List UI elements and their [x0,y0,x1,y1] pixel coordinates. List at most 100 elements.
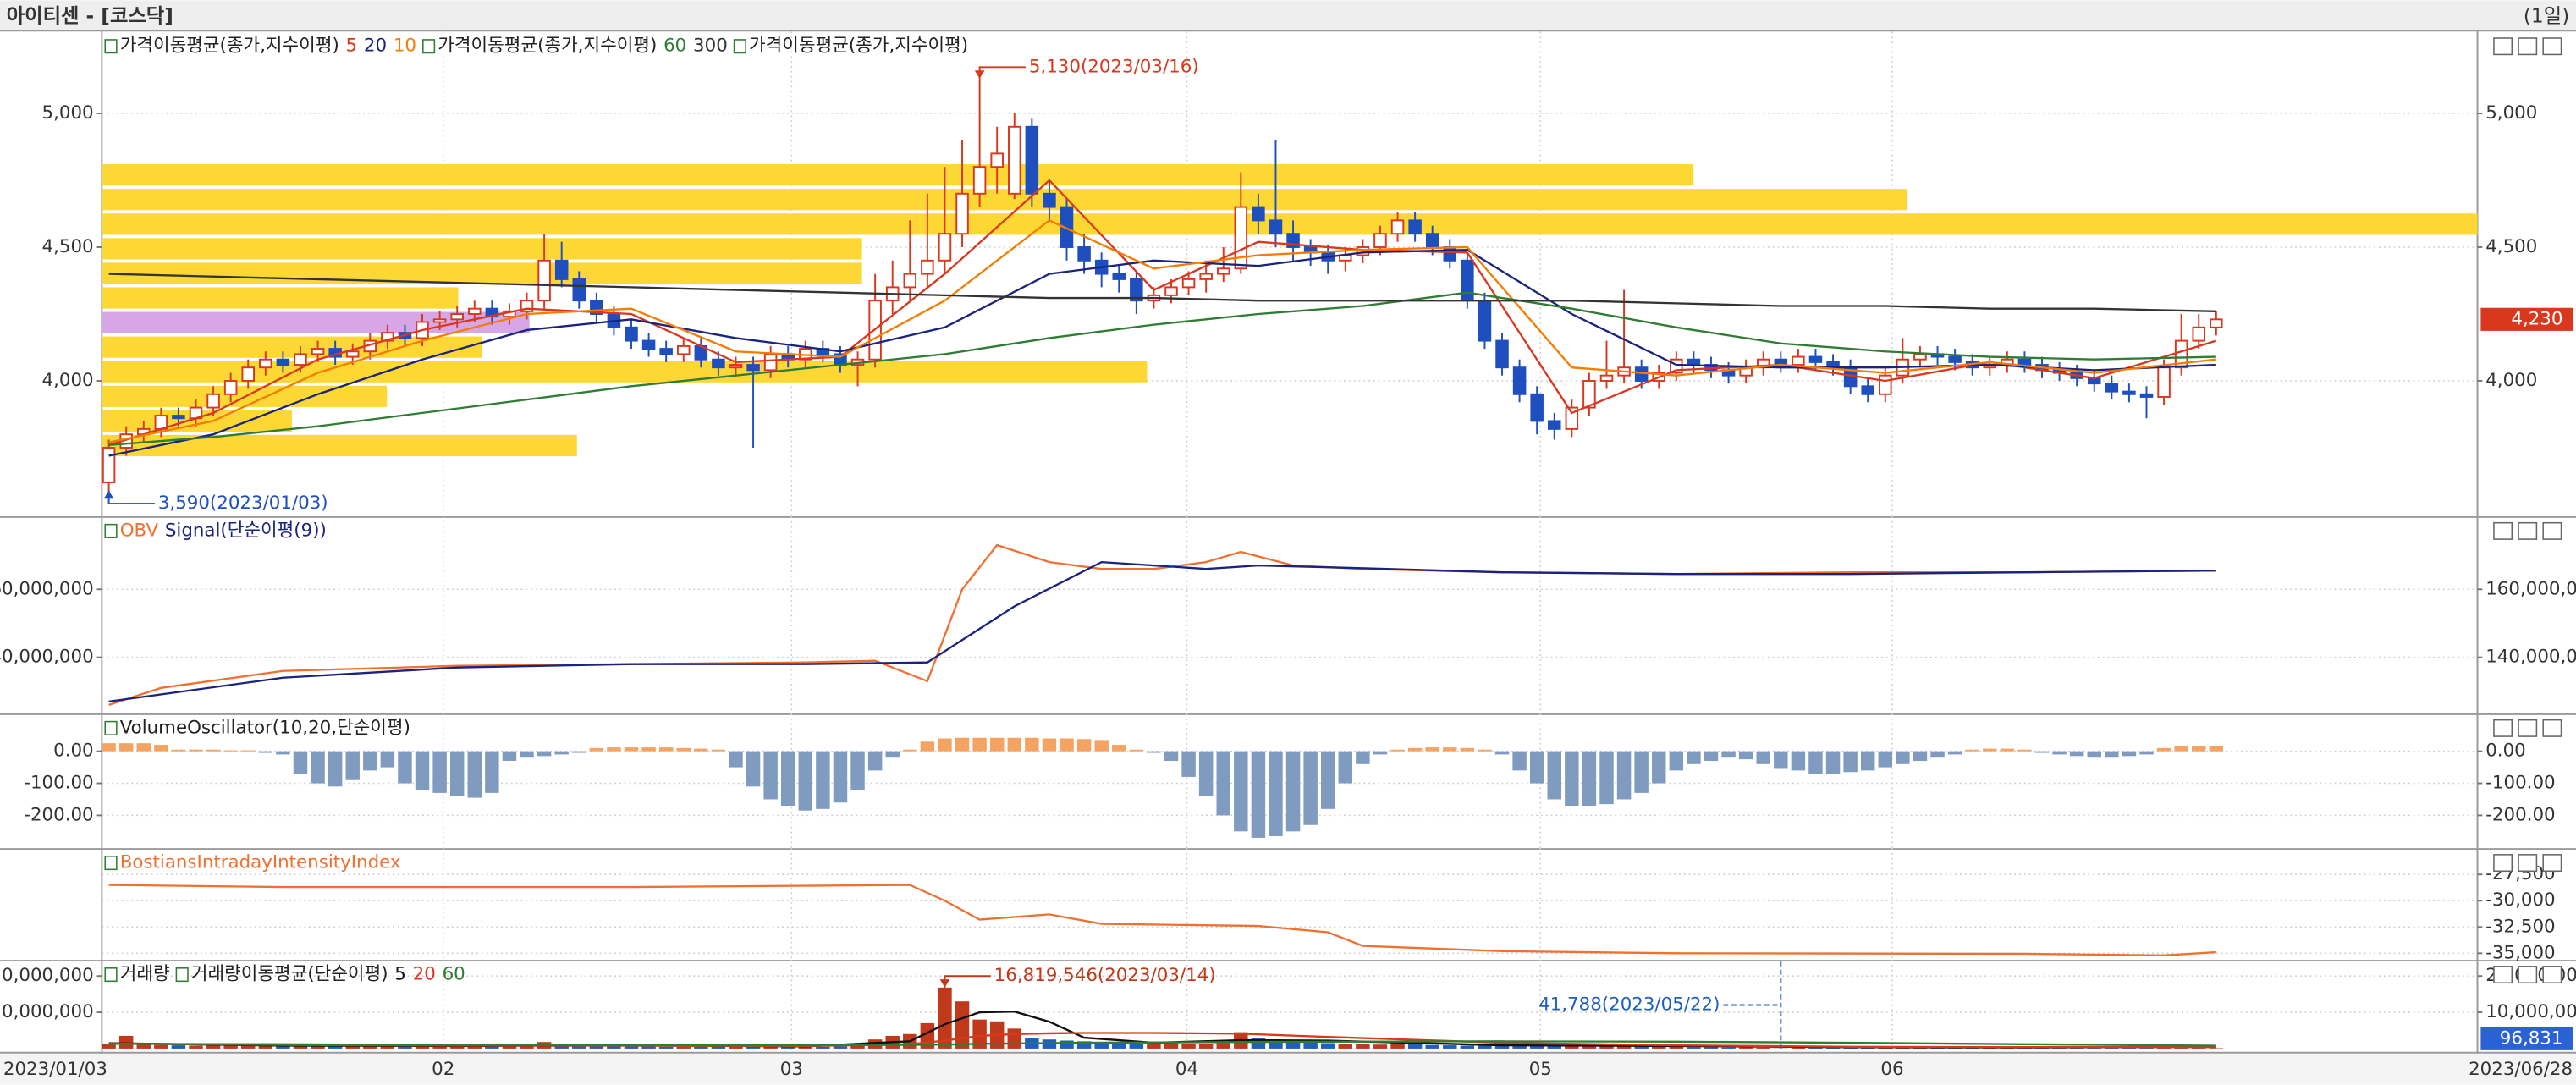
panel-button[interactable] [2542,521,2562,540]
bar [1808,751,1823,774]
panel-button[interactable] [2518,966,2538,984]
bar [1669,1046,1684,1049]
panel-button[interactable] [2518,719,2538,737]
bar [589,1045,604,1049]
bar [1669,751,1684,771]
candle-body [921,259,934,275]
y-tick-label: 0.00 [53,741,94,762]
candle-body [1461,259,1474,302]
bar [641,1046,656,1049]
candle-body [1077,246,1091,262]
bar [624,747,639,752]
bar [1164,1043,1179,1049]
candle-body [1443,246,1457,262]
bar [641,747,656,752]
candle-body [1599,374,1614,382]
x-tick-label: 06 [1880,1059,1903,1080]
candle-body [259,358,272,369]
panel-button[interactable] [2542,854,2562,873]
bar [467,1046,482,1049]
bar [1582,1045,1597,1049]
candle-body [1408,219,1422,235]
bar [2034,751,2050,753]
panel-button[interactable] [2493,966,2513,984]
y-tick-label: -200.00 [24,804,93,825]
bar [1181,1043,1196,1049]
panel-button[interactable] [2493,854,2513,873]
legend-checkbox[interactable] [104,967,118,983]
legend-entry: 60 [443,964,465,985]
bar [1076,1041,1092,1049]
bar [380,1046,395,1049]
panel-button[interactable] [2493,37,2513,56]
x-tick-label: 05 [1529,1059,1552,1080]
bar [1390,749,1405,752]
bar [1547,751,1561,800]
candle-body [311,348,325,355]
bar [1129,1043,1144,1049]
moving-average [108,291,2216,447]
legend-entry: 300 [693,36,728,57]
moving-average [108,273,2216,313]
date-bar [0,1053,2576,1085]
volume-profile-bar [102,434,577,457]
legend-checkbox[interactable] [175,967,189,983]
bar [1198,751,1214,796]
legend-checkbox[interactable] [422,39,436,54]
legend-checkbox[interactable] [733,39,746,54]
legend-entry: VolumeOscillator(10,20,단순이평) [120,717,410,738]
bar [1285,1041,1301,1049]
panel-button[interactable] [2518,521,2538,540]
bar [171,749,186,752]
panel-button[interactable] [2493,521,2513,540]
legend-entry: 가격이동평균(종가,지수이평) [120,36,339,57]
panel-button[interactable] [2542,719,2562,737]
panel-button[interactable] [2542,966,2562,984]
bar [746,751,761,787]
panel-button[interactable] [2518,37,2538,56]
bar [1756,751,1770,764]
panel-button[interactable] [2518,854,2538,873]
bar [345,751,360,780]
y-tick-label: -30,000 [2485,889,2555,911]
bar [1825,1047,1841,1049]
legend-checkbox[interactable] [104,720,118,735]
bar [1181,751,1196,777]
candle-body [1130,278,1143,302]
legend-entry: 60 [663,36,686,57]
legend-checkbox[interactable] [104,856,118,871]
volume-profile-bar [102,189,1907,211]
bar [1652,751,1666,784]
bar [1129,749,1144,752]
candle-body [938,233,952,262]
panel-button[interactable] [2542,37,2562,56]
candle-body [2210,318,2223,328]
candle-body [1425,233,1439,248]
bar [293,751,308,774]
bar [502,1045,517,1049]
bar [816,1046,830,1049]
bar [449,751,465,796]
legend-checkbox[interactable] [104,39,118,54]
bar [1687,1047,1701,1049]
legend-checkbox[interactable] [104,523,118,538]
annotation-arrow [939,979,950,988]
candle-body [1530,393,1544,422]
bar [955,1001,970,1049]
bar [485,751,499,793]
y-tick-label: 160,000,000 [0,578,94,599]
bar [938,987,952,1049]
annotation-label: 16,819,546(2023/03/14) [994,965,1216,986]
bar [729,1046,743,1049]
bar [1147,751,1161,753]
candle-body [2017,358,2032,366]
bar [589,747,604,752]
bar [1808,1047,1823,1049]
legend-entry: 거래량 [120,964,170,985]
bar [293,1045,308,1049]
annotation-label: 5,130(2023/03/16) [1029,56,1199,77]
frame [0,30,2576,1054]
bar [1494,1045,1510,1049]
candle-body [1565,406,1579,430]
panel-button[interactable] [2493,719,2513,737]
